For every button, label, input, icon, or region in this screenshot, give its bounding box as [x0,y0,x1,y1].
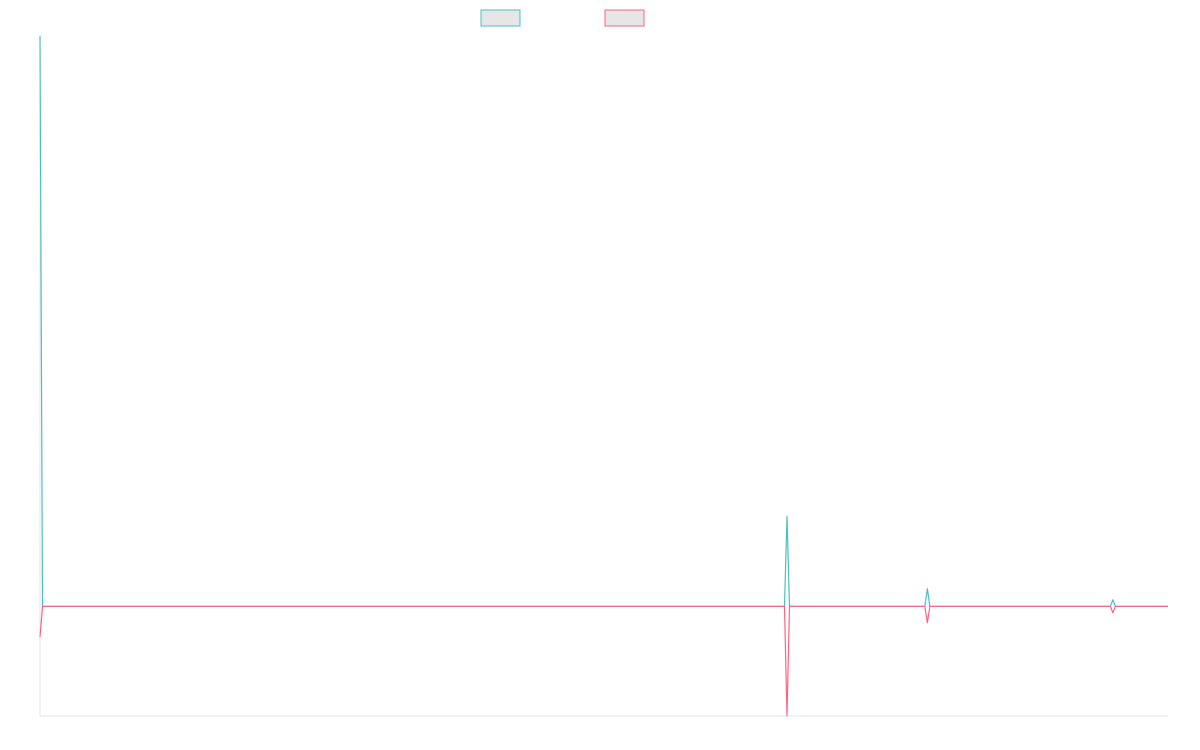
series-line-1 [39,35,1168,607]
series-line-2 [39,605,1168,717]
axes [39,36,1168,717]
legend-swatch-1[interactable] [480,9,521,27]
series-layer [39,35,1168,717]
legend-swatch-2[interactable] [604,9,645,27]
legend [480,9,645,27]
